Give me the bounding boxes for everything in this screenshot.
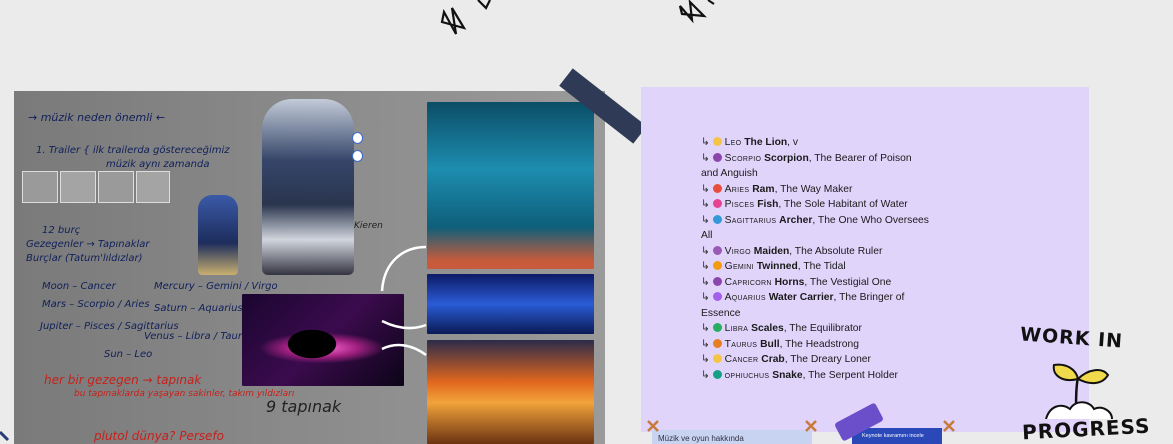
sprout-icon	[1045, 363, 1113, 419]
hw-pair6: Venus – Libra / Taurus	[144, 331, 254, 342]
zodiac-row: ↳ Aquarius Water Carrier, The Bringer of …	[701, 292, 905, 319]
zodiac-sign-icon	[712, 323, 722, 332]
hw-red1: her bir gezegen → tapınak	[44, 373, 202, 387]
zodiac-row: ↳ ophiuchus Snake, The Serpent Holder	[701, 369, 898, 381]
zodiac-sign-icon	[712, 338, 722, 348]
pin-icon	[805, 420, 817, 432]
edge-doodle	[0, 430, 10, 442]
hw-line3: müzik aynı zamanda	[106, 159, 210, 170]
hw-line6: Burçlar (Tatum'lıldızlar)	[26, 253, 143, 264]
eyes-emoji-icon	[352, 131, 372, 162]
arrow-doodles	[380, 245, 427, 357]
zodiac-row: ↳ Scorpio Scorpion, The Bearer of Poison …	[701, 152, 912, 179]
zodiac-row: ↳ Aries Ram, The Way Maker	[701, 183, 853, 195]
zodiac-sign-icon	[712, 261, 722, 270]
zodiac-sign-icon	[712, 199, 722, 208]
colosseum-sunset-image	[427, 340, 594, 444]
zodiac-sign-icon	[712, 292, 722, 301]
hw-pair2: Mercury – Gemini / Virgo	[154, 281, 278, 292]
hw-pair7: Sun – Leo	[104, 349, 153, 360]
zodiac-sign-icon	[712, 276, 722, 286]
hw-red2: bu tapınaklarda yaşayan sakinler, takım …	[74, 389, 295, 399]
keynote-card[interactable]: Keynote kavramını incele	[852, 428, 942, 444]
zodiac-row: ↳ Capricorn Horns, The Vestigial One	[701, 276, 892, 288]
work-in-progress-sticker: WORK IN PROGRESS	[1012, 317, 1151, 444]
zodiac-note-card[interactable]: ↳ Leo The Lion, v ↳ Scorpio Scorpion, The …	[641, 87, 1089, 432]
zodiac-list: ↳ Leo The Lion, v ↳ Scorpio Scorpion, The …	[701, 135, 931, 383]
zodiac-row: ↳ Leo The Lion, v	[701, 137, 799, 148]
zodiac-row: ↳ Sagittarius Archer, The One Who Oversee…	[701, 214, 929, 241]
star-doodle-right	[678, 0, 715, 24]
zodiac-sign-icon	[712, 137, 722, 146]
zodiac-sign-icon	[712, 214, 722, 224]
zodiac-row: ↳ Taurus Bull, The Headstrong	[701, 338, 859, 350]
zodiac-row: ↳ Gemini Twinned, The Tidal	[701, 261, 846, 272]
zodiac-row: ↳ Cancer Crab, The Dreary Loner	[701, 354, 871, 365]
hw-line5: Gezegenler → Tapınaklar	[26, 239, 150, 250]
hw-pair4: Saturn – Aquarius / Capricorn	[154, 303, 301, 314]
moodboard-image[interactable]: → müzik neden önemli ← 1. Trailer { ilk …	[14, 91, 605, 444]
hw-note9: 9 tapınak	[266, 397, 342, 416]
star-doodle-left	[440, 0, 491, 35]
hw-pair5: Jupiter – Pisces / Sagittarius	[40, 321, 179, 332]
zodiac-sign-icon	[712, 245, 722, 255]
hw-line4: 12 burç	[42, 225, 81, 236]
zodiac-sign-icon	[712, 369, 722, 379]
hw-pair3: Mars – Scorpio / Aries	[42, 299, 150, 310]
zodiac-row: ↳ Pisces Fish, The Sole Habitant of Water	[701, 199, 908, 210]
black-hole-image	[242, 294, 404, 386]
hw-pair1: Moon – Cancer	[42, 281, 116, 292]
zodiac-sign-icon	[712, 183, 722, 193]
character-art-main	[262, 99, 354, 275]
bottom-note-card[interactable]: Müzik ve oyun hakkında	[652, 430, 812, 444]
sketch-thumbnails	[22, 171, 170, 203]
underwater-ruins-image	[427, 102, 594, 269]
hw-bottom: plutol dünya? Persefo	[94, 429, 224, 443]
blue-temple-image	[427, 274, 594, 334]
pin-icon	[647, 420, 659, 432]
zodiac-sign-icon	[712, 354, 722, 363]
hw-arrow-label: Kieren	[354, 221, 383, 231]
hw-line1: → müzik neden önemli ←	[28, 111, 166, 124]
zodiac-row: ↳ Virgo Maiden, The Absolute Ruler	[701, 245, 883, 257]
pin-icon	[943, 420, 955, 432]
zodiac-sign-icon	[712, 152, 722, 162]
character-art-small	[198, 195, 238, 275]
zodiac-row: ↳ Libra Scales, The Equilibrator	[701, 323, 862, 334]
hw-line2: 1. Trailer { ilk trailerda göstereceğimi…	[36, 145, 230, 156]
